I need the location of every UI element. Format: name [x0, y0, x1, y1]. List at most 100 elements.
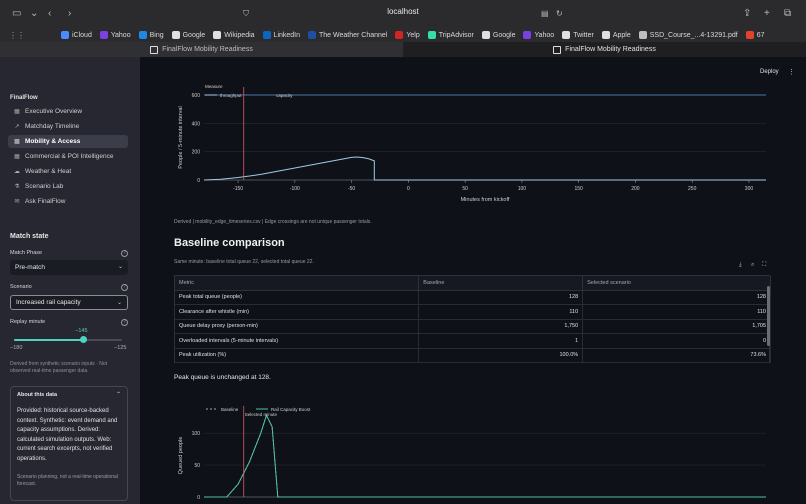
grid-icon: ▦ [14, 139, 20, 145]
shield-icon: ⛉ [243, 9, 249, 18]
nav-item[interactable]: ▦ Commercial & POI Intelligence [8, 150, 128, 163]
table-cell: 110 [582, 304, 771, 320]
search-icon[interactable]: ⌕ [751, 262, 755, 268]
x-tick-label: 100 [518, 186, 527, 192]
y-axis-label: Queued people [178, 437, 184, 475]
bookmark-label: Wikipedia [224, 31, 255, 39]
cloud-icon: ☁ [14, 169, 20, 175]
fullscreen-icon[interactable]: ⛶ [762, 262, 767, 268]
table-cell: Peak total queue (people) [175, 290, 420, 305]
download-icon[interactable]: ⤓ [739, 262, 742, 268]
forward-icon[interactable]: › [68, 8, 72, 19]
bookmark-label: TripAdvisor [438, 31, 474, 39]
table-row: Peak total queue (people) 128 128 [175, 290, 771, 305]
bookmark-label: Bing [149, 31, 164, 39]
bookmark-item[interactable]: SSD_Course_...4-13291.pdf [638, 31, 738, 39]
bookmark-icon [427, 31, 436, 39]
nav-item[interactable]: ✉ Ask FinalFlow [8, 195, 128, 208]
nav-item[interactable]: ↗ Matchday Timeline [8, 120, 128, 133]
nav-item[interactable]: ☁ Weather & Heat [8, 165, 128, 178]
bookmark-item[interactable]: Google [171, 31, 205, 39]
grid-icon[interactable]: ⋮⋮ [9, 30, 25, 40]
help-icon[interactable]: ? [121, 250, 128, 257]
nav-item-label: Matchday Timeline [25, 123, 80, 130]
bookmark-label: Twitter [573, 31, 594, 39]
bookmark-item[interactable]: Yahoo [523, 31, 554, 39]
bookmark-item[interactable]: Google [481, 31, 516, 39]
about-title: About this data [17, 392, 58, 398]
bookmark-item[interactable]: Bing [138, 31, 164, 39]
grid-icon: ▦ [14, 154, 20, 160]
back-icon[interactable]: ‹ [48, 8, 52, 19]
browser-toolbar: ▭ ⌄ ‹ › ⛉ localhost ▤ ↻ ⇪ + ⧉ [0, 0, 806, 28]
about-expander[interactable]: About this data ⌃ Provided: historical s… [10, 386, 128, 501]
bookmark-item[interactable]: 67 [745, 31, 764, 39]
bookmark-item[interactable]: Wikipedia [213, 31, 255, 39]
nav-item-label: Executive Overview [25, 108, 83, 115]
y-axis-label: People / 5-minute interval [178, 106, 184, 168]
legend-label: Baseline [221, 407, 239, 412]
bookmarks-bar: ⋮⋮ iCloud Yahoo Bing Google Wikipedia LinkedI… [0, 28, 806, 42]
table-header[interactable]: Baseline [418, 276, 584, 291]
deploy-button[interactable]: Deploy [760, 69, 779, 75]
tab-overview-icon[interactable]: ⧉ [784, 8, 792, 19]
table-cell: 110 [418, 304, 584, 320]
new-tab-icon[interactable]: + [764, 8, 770, 19]
match-phase-select[interactable]: Pre-match ⌄ [10, 260, 128, 275]
more-menu-icon[interactable]: ⋮ [788, 69, 795, 76]
nav-item[interactable]: ⚗ Scenario Lab [8, 180, 128, 193]
chevron-down-icon: ⌄ [117, 264, 123, 270]
bookmark-icon [262, 31, 271, 39]
tab-active[interactable]: FinalFlow Mobility Readiness [403, 42, 806, 57]
table-scrollbar[interactable] [767, 286, 770, 346]
bookmark-label: SSD_Course_...4-13291.pdf [649, 31, 738, 39]
table-cell: 128 [418, 290, 584, 305]
table-header[interactable]: Selected scenario [582, 276, 771, 291]
bookmark-item[interactable]: Yahoo [99, 31, 131, 39]
bookmark-item[interactable]: The Weather Channel [308, 31, 387, 39]
nav-item-label: Mobility & Access [25, 138, 81, 145]
table-cell: 1 [418, 333, 584, 349]
table-cell: Clearance after whistle (min) [175, 304, 420, 320]
address-bar[interactable]: localhost [387, 7, 419, 16]
bookmark-item[interactable]: Yelp [395, 31, 420, 39]
bookmark-item[interactable]: iCloud [61, 31, 92, 39]
table-cell: 73.6% [582, 348, 771, 363]
scenario-select[interactable]: Increased rail capacity ⌄ [10, 295, 128, 310]
replay-slider-handle[interactable] [79, 336, 87, 343]
reader-icon[interactable]: ▤ [541, 9, 549, 18]
x-tick-label: 50 [462, 186, 468, 192]
tab-inactive[interactable]: FinalFlow Mobility Readiness [0, 42, 403, 57]
bookmark-icon [99, 31, 108, 39]
section-subtitle: Same minute: baseline total queue 22, se… [174, 259, 314, 265]
x-tick-label: 0 [407, 186, 410, 192]
bookmark-item[interactable]: LinkedIn [262, 31, 300, 39]
trend-icon: ↗ [14, 124, 20, 130]
bookmark-icon [481, 31, 490, 39]
nav-item[interactable]: ▦ Mobility & Access [8, 135, 128, 148]
x-tick-label: -150 [233, 186, 243, 192]
flask-icon: ⚗ [14, 184, 20, 190]
bookmark-item[interactable]: TripAdvisor [427, 31, 474, 39]
bookmark-label: The Weather Channel [319, 31, 388, 39]
nav-item-label: Commercial & POI Intelligence [25, 153, 114, 160]
nav-item[interactable]: ▦ Executive Overview [8, 105, 128, 118]
selected-minute-label: Selected minute [245, 412, 278, 417]
table-cell: 1,750 [418, 319, 584, 334]
bookmark-label: Google [492, 31, 516, 39]
chevron-down-icon: ⌄ [116, 300, 122, 306]
table-header[interactable]: Metric [175, 276, 420, 291]
help-icon[interactable]: ? [121, 284, 128, 291]
bookmark-icon [395, 31, 404, 39]
legend-label: throughput [220, 93, 242, 98]
chevron-down-icon[interactable]: ⌄ [30, 8, 39, 19]
sidebar: FinalFlow ▦ Executive Overview ↗ Matchday T… [0, 57, 140, 504]
sidebar-toggle-icon[interactable]: ▭ [12, 8, 22, 19]
throughput-chart: 0 200 400 600 -150 -100 -50 0 50 100 150 200 250 300 P… [178, 84, 766, 203]
share-icon[interactable]: ⇪ [743, 8, 752, 19]
reload-icon[interactable]: ↻ [556, 9, 563, 18]
x-tick-label: 200 [631, 186, 640, 192]
bookmark-item[interactable]: Twitter [562, 31, 594, 39]
bookmark-item[interactable]: Apple [601, 31, 631, 39]
help-icon[interactable]: ? [121, 319, 128, 326]
